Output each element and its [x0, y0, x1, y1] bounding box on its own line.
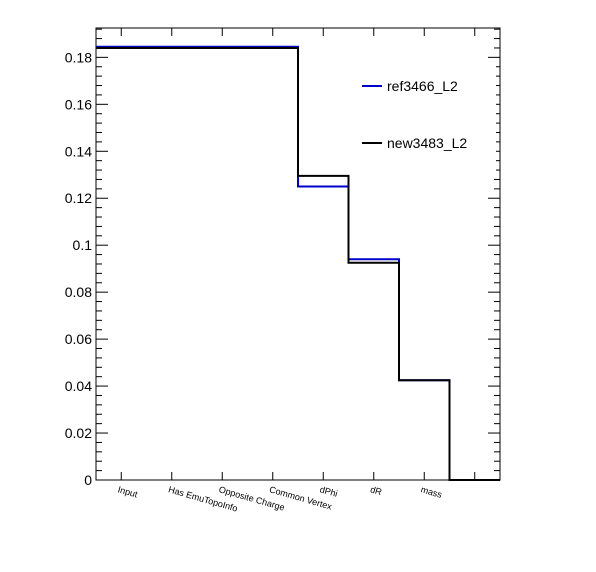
- legend-box: [356, 62, 496, 172]
- y-tick-label: 0.08: [65, 284, 92, 300]
- y-tick-label: 0: [84, 472, 92, 488]
- x-tick-label: dPhi: [319, 484, 339, 499]
- y-tick-label: 0.1: [73, 237, 93, 253]
- x-tick-label: dR: [369, 484, 383, 497]
- y-tick-label: 0.14: [65, 143, 92, 159]
- y-tick-label: 0.04: [65, 378, 92, 394]
- series-line-1: [96, 46, 500, 481]
- y-axis: 0 0.02 0.04 0.06 0.08 0.1 0.12 0.14 0.16 0.18: [65, 28, 500, 488]
- y-tick-label: 0.06: [65, 331, 92, 347]
- plot-frame-border: [95, 27, 501, 481]
- series-layer: [96, 45, 500, 481]
- legend-label-1: new3483_L2: [387, 135, 467, 151]
- y-tick-label: 0.18: [65, 49, 92, 65]
- y-tick-label: 0.02: [65, 425, 92, 441]
- plot-frame: [95, 27, 501, 481]
- legend: ref3466_L2 new3483_L2: [356, 62, 496, 172]
- y-tick-label: 0.16: [65, 96, 92, 112]
- y-tick-label: 0.12: [65, 190, 92, 206]
- legend-label-0: ref3466_L2: [387, 78, 458, 94]
